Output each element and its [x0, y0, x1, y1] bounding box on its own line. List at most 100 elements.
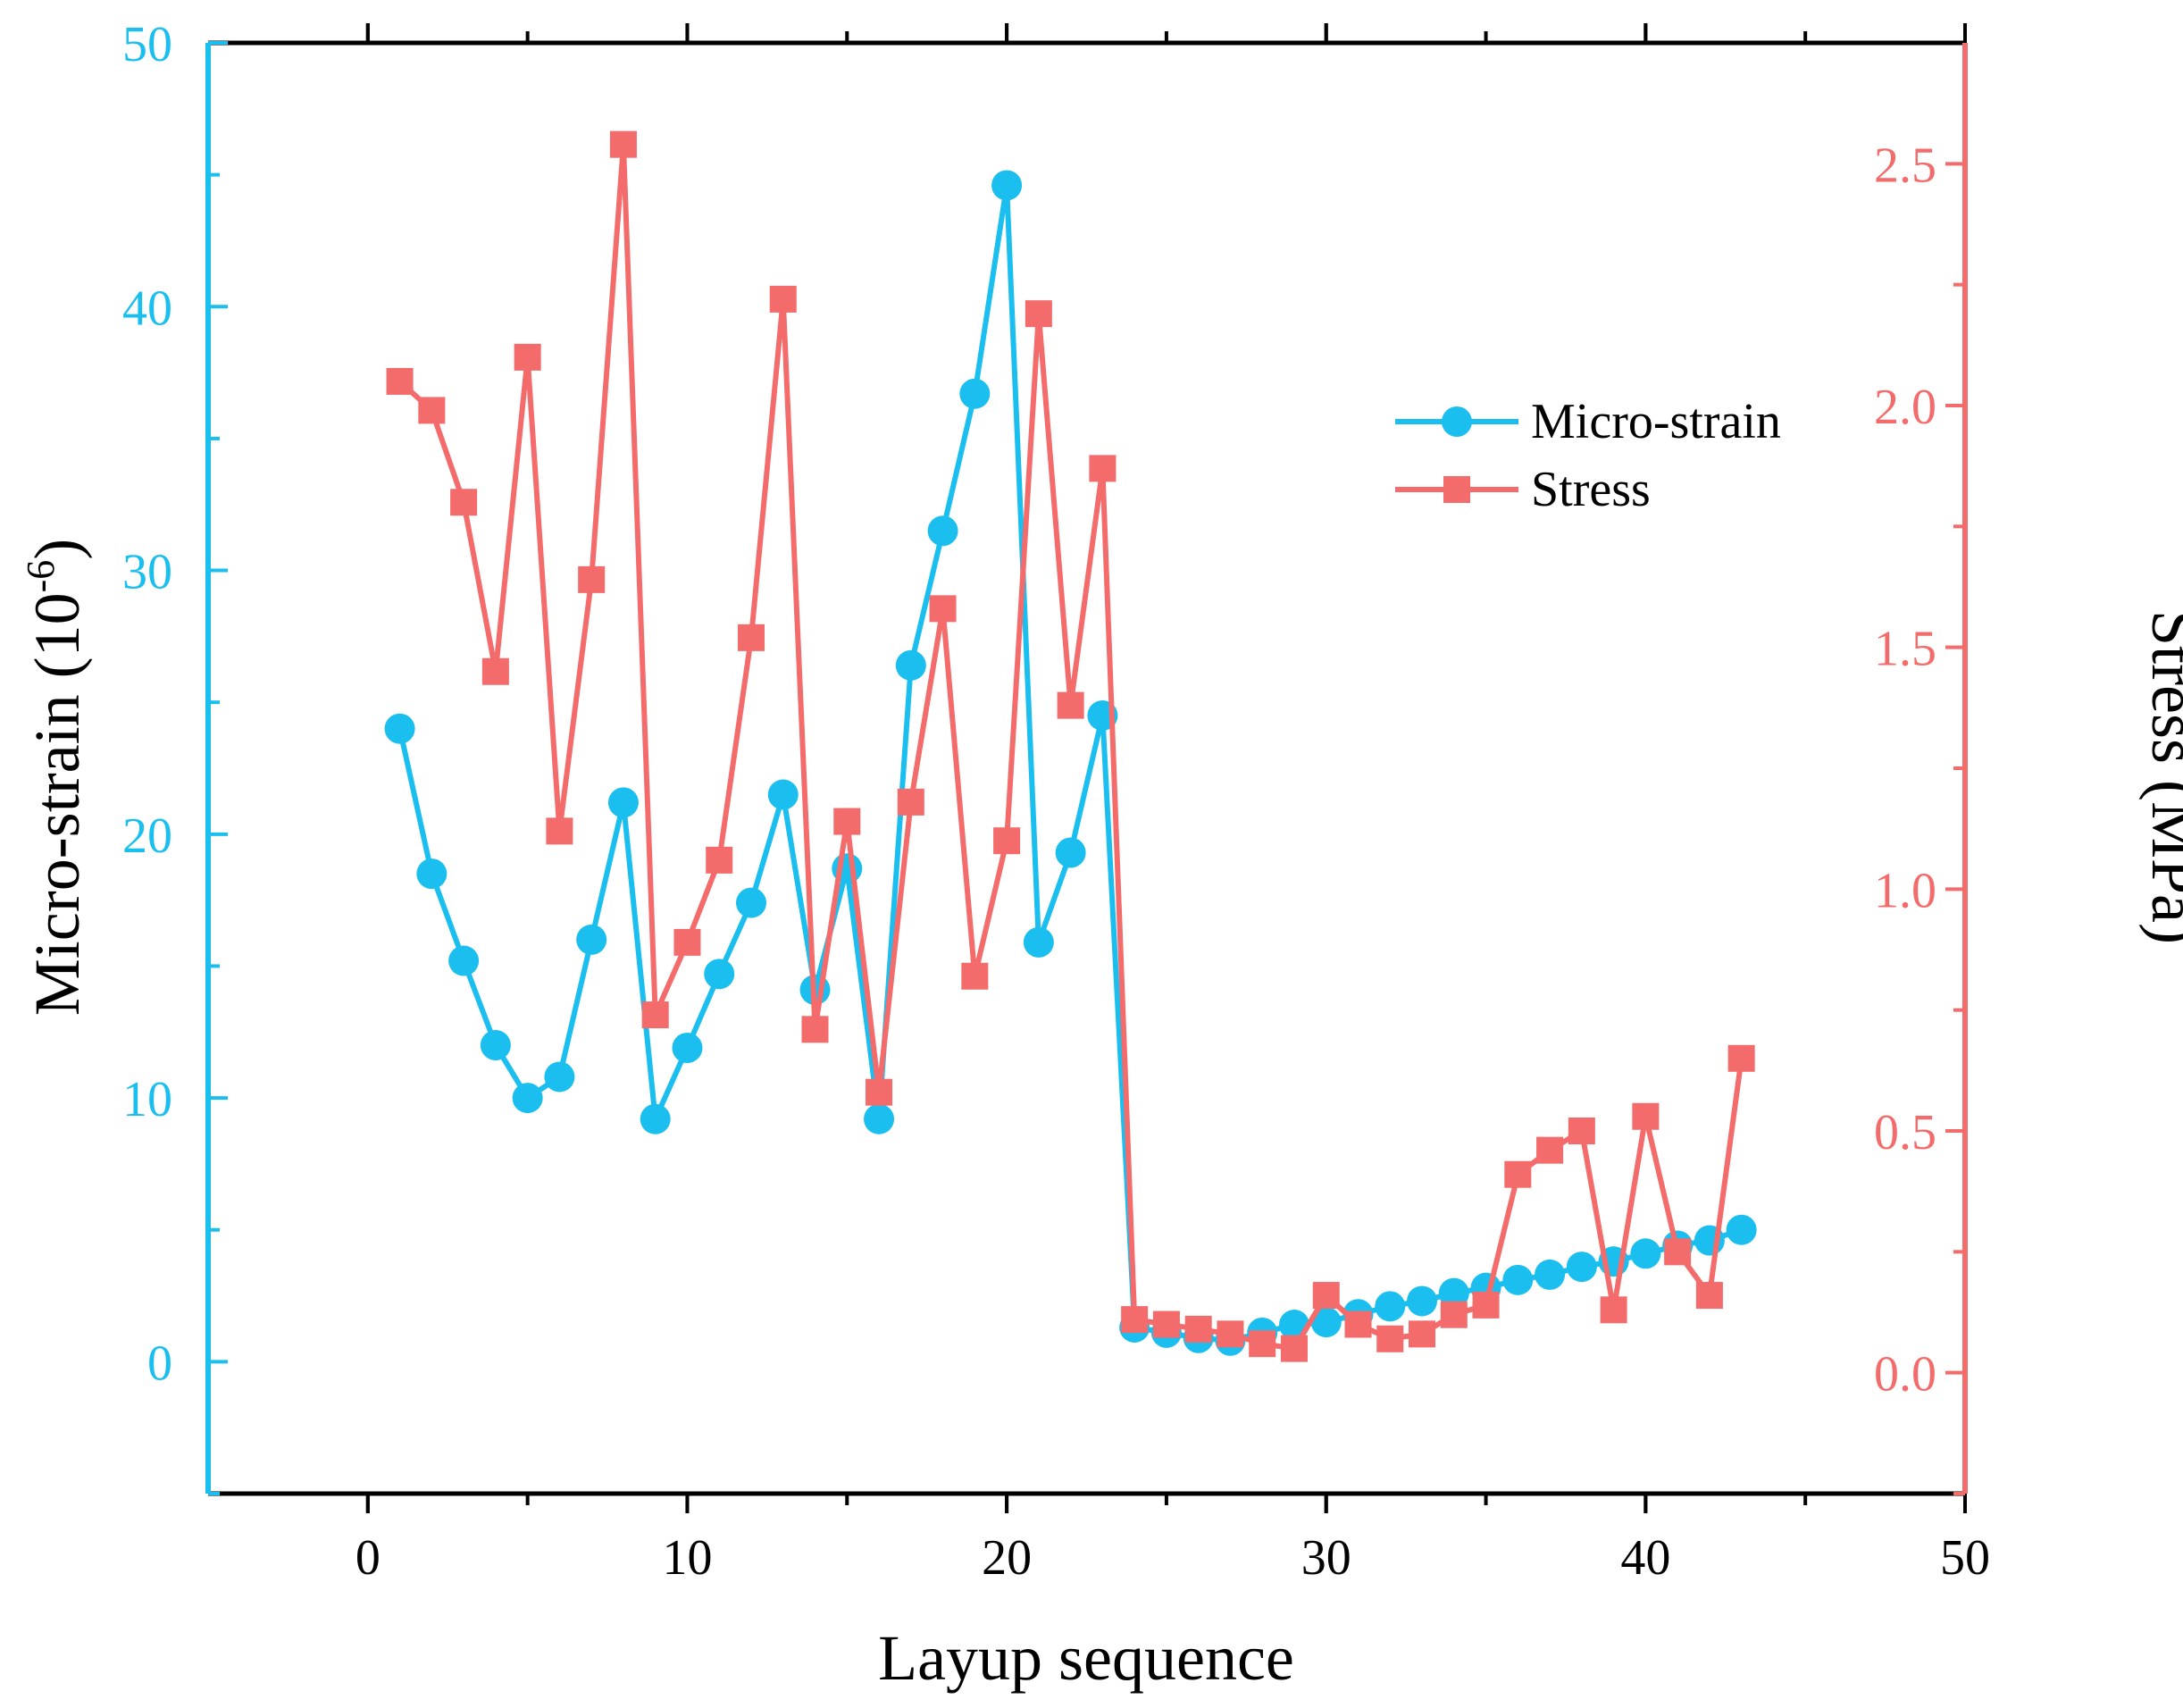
data-point — [1280, 1335, 1308, 1362]
left-y-axis-title: Micro-strain (10-6) — [19, 539, 93, 1017]
left-y-axis-title-exponent: -6 — [19, 560, 63, 593]
data-point — [704, 959, 735, 990]
data-point — [641, 1001, 669, 1029]
data-point — [991, 170, 1023, 201]
data-point — [897, 788, 924, 816]
data-point — [1568, 1118, 1595, 1144]
data-point — [769, 285, 797, 313]
data-point — [448, 945, 480, 976]
x-tick-label: 20 — [982, 1530, 1032, 1586]
data-point — [1535, 1259, 1566, 1290]
right-y-tick-label: 0.0 — [1874, 1347, 1936, 1402]
data-point — [546, 817, 573, 845]
data-point — [1312, 1282, 1340, 1310]
data-point — [1023, 926, 1054, 958]
data-point — [737, 624, 765, 651]
data-point — [544, 1061, 575, 1093]
x-tick-label: 10 — [662, 1530, 712, 1586]
data-point — [576, 924, 607, 955]
data-point — [1502, 1264, 1534, 1295]
data-point — [706, 846, 733, 874]
data-point — [673, 928, 701, 956]
data-point — [895, 649, 926, 681]
data-point — [959, 378, 991, 409]
data-point — [767, 779, 799, 810]
data-point — [450, 489, 478, 516]
data-point — [1472, 1291, 1500, 1319]
data-point — [735, 887, 766, 918]
data-point — [993, 827, 1021, 855]
data-point — [1504, 1160, 1532, 1188]
right-y-tick-label: 1.5 — [1874, 622, 1936, 677]
data-point — [1152, 1310, 1180, 1338]
series-layer — [384, 130, 1757, 1362]
legend-marker-micro-strain — [1442, 406, 1472, 437]
data-point — [1632, 1102, 1660, 1130]
plot-frame — [205, 40, 1968, 1496]
right-y-tick-label: 0.5 — [1874, 1105, 1936, 1160]
left-y-tick-label: 50 — [122, 17, 172, 72]
data-point — [418, 397, 446, 424]
right-y-tick-label: 2.0 — [1874, 380, 1936, 435]
data-point — [1727, 1044, 1755, 1072]
data-point — [480, 1030, 511, 1061]
data-point — [1184, 1315, 1212, 1343]
data-point — [1121, 1306, 1149, 1334]
data-point — [1376, 1325, 1404, 1352]
series-line — [397, 182, 1743, 1344]
data-point — [1440, 1301, 1468, 1328]
x-tick-label: 30 — [1301, 1530, 1351, 1586]
legend-label-micro-strain: Micro-strain — [1531, 394, 1781, 449]
x-axis-ticks: 0 10 20 30 40 50 — [355, 23, 1990, 1586]
series-line — [397, 141, 1744, 1352]
data-point — [640, 1103, 671, 1134]
legend: Micro-strain Stress — [1395, 394, 1781, 517]
left-y-axis-title-main: Micro-strain (10 — [21, 592, 93, 1016]
series-stress — [386, 130, 1755, 1362]
data-point — [1600, 1296, 1627, 1324]
data-point — [416, 858, 447, 890]
data-point — [833, 808, 861, 835]
left-y-axis-title-tail: ) — [21, 539, 93, 560]
data-point — [1407, 1285, 1438, 1317]
data-point — [1025, 300, 1052, 328]
left-y-tick-label: 10 — [122, 1072, 172, 1127]
data-point — [386, 367, 414, 395]
data-point — [1375, 1291, 1406, 1322]
left-y-tick-label: 0 — [147, 1335, 172, 1391]
data-point — [1695, 1282, 1723, 1310]
x-tick-label: 50 — [1940, 1530, 1990, 1586]
x-axis-title: Layup sequence — [878, 1622, 1294, 1694]
left-y-tick-label: 20 — [122, 808, 172, 864]
data-point — [961, 962, 989, 990]
data-point — [1566, 1252, 1597, 1283]
data-point — [1536, 1136, 1564, 1164]
data-point — [607, 787, 639, 818]
data-point — [1438, 1277, 1469, 1309]
data-point — [512, 1083, 543, 1114]
data-point — [929, 595, 957, 623]
x-tick-label: 0 — [355, 1530, 381, 1586]
data-point — [801, 1016, 829, 1043]
right-y-axis-ticks: 0.0 0.5 1.0 1.5 2.0 2.5 — [1874, 138, 1965, 1495]
data-point — [927, 515, 958, 547]
data-point — [514, 343, 541, 371]
data-point — [672, 1032, 703, 1063]
data-point — [609, 130, 637, 158]
data-point — [1249, 1330, 1276, 1358]
left-y-tick-label: 30 — [122, 545, 172, 600]
data-point — [1344, 1310, 1372, 1338]
data-point — [1310, 1307, 1342, 1338]
right-y-axis-title: Stress (MPa) — [2138, 610, 2183, 944]
right-y-tick-label: 1.0 — [1874, 863, 1936, 918]
data-point — [384, 713, 415, 744]
data-point — [1409, 1320, 1436, 1348]
data-point — [1057, 691, 1084, 719]
right-y-tick-label: 2.5 — [1874, 138, 1936, 193]
data-point — [1726, 1214, 1757, 1245]
legend-label-stress: Stress — [1531, 462, 1651, 517]
data-point — [578, 565, 606, 593]
series-micro-strain — [384, 170, 1757, 1356]
